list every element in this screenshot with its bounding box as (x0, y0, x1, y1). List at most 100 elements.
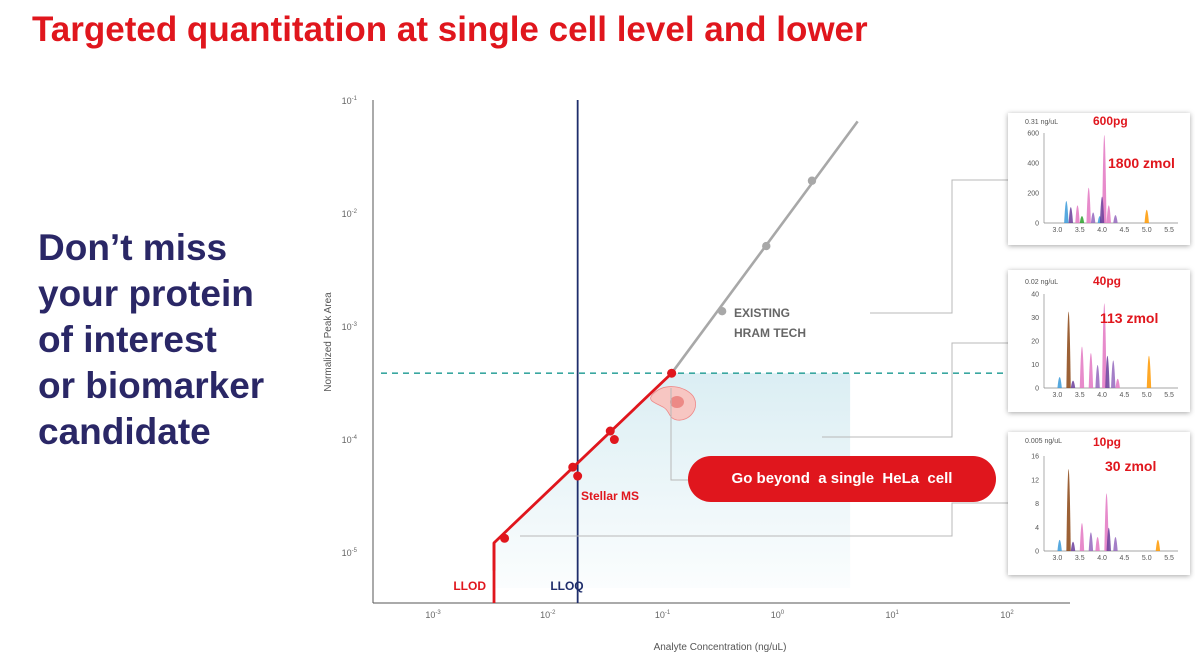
inset-peak (1106, 205, 1111, 223)
inset-amount: 1800 zmol (1108, 155, 1175, 171)
inset-mass: 40pg (1093, 274, 1122, 288)
inset-peak (1070, 541, 1076, 551)
inset-y-tick: 8 (1035, 501, 1039, 508)
inset-y-tick: 16 (1031, 454, 1039, 461)
x-tick-label: 102 (1000, 610, 1014, 620)
inset-x-tick: 3.5 (1075, 227, 1085, 234)
stellar-ms-label: Stellar MS (581, 489, 639, 503)
inset-y-tick: 20 (1031, 339, 1039, 346)
inset-y-tick: 30 (1031, 315, 1039, 322)
hram-tech-point (807, 176, 817, 185)
shaded-region (494, 373, 851, 588)
inset-peak (1090, 212, 1096, 223)
inset-x-tick: 4.5 (1120, 555, 1130, 562)
tagline: Don’t miss your protein of interest or b… (38, 225, 338, 455)
y-tick-label: 10-3 (342, 322, 358, 332)
inset-peak (1105, 355, 1110, 388)
inset-peak (1079, 215, 1085, 223)
x-tick-label: 10-2 (540, 610, 556, 620)
stellar-ms-point (609, 435, 619, 445)
inset-x-tick: 4.0 (1097, 227, 1107, 234)
page-title: Targeted quantitation at single cell lev… (32, 10, 868, 49)
chromatogram-plot: 16 12 8 4 0 3.0 3.5 4.0 4.5 5.0 5.5 (1031, 454, 1178, 562)
inset-x-tick: 4.0 (1097, 392, 1107, 399)
inset-peak (1079, 523, 1085, 551)
inset-peak (1066, 469, 1071, 551)
inset-x-tick: 5.5 (1164, 555, 1174, 562)
inset-peak (1102, 135, 1107, 223)
chromatogram-plot: 40 30 20 10 0 3.0 3.5 4.0 4.5 5.0 5.5 (1031, 292, 1178, 399)
y-tick-label: 10-2 (342, 209, 358, 219)
inset-peak (1057, 376, 1062, 388)
chromatogram-plot: 600 400 200 0 3.0 3.5 4.0 4.5 5.0 5.5 (1027, 131, 1178, 234)
hram-tech-label: HRAM TECH (734, 326, 806, 340)
inset-x-tick: 3.5 (1075, 392, 1085, 399)
hram-tech-point (717, 306, 727, 316)
stellar-ms-point (568, 462, 578, 472)
inset-connector (870, 179, 1008, 314)
stellar-ms-point (605, 426, 615, 436)
inset-peak (1064, 201, 1069, 223)
x-axis-title: Analyte Concentration (ng/uL) (654, 642, 787, 653)
tagline-line: of interest (38, 319, 217, 360)
llod-label: LLOD (453, 579, 486, 593)
inset-y-tick: 12 (1031, 477, 1039, 484)
inset-concentration: 0.005 ng/uL (1025, 438, 1062, 445)
inset-peak (1057, 539, 1062, 551)
x-tick-label: 100 (771, 610, 785, 620)
inset-mass: 10pg (1093, 435, 1122, 449)
inset-peak (1070, 380, 1076, 388)
inset-peak (1088, 532, 1094, 551)
inset-peak (1113, 215, 1118, 223)
inset-y-tick: 4 (1035, 525, 1039, 532)
inset-concentration: 0.02 ng/uL (1025, 279, 1059, 286)
x-tick-label: 10-3 (425, 610, 441, 620)
chromatogram-inset: 16 12 8 4 0 3.0 3.5 4.0 4.5 5.0 5.5 0.005 ng/uL 10… (1008, 432, 1190, 575)
inset-x-tick: 4.0 (1097, 555, 1107, 562)
hram-tech-label: EXISTING (734, 306, 790, 320)
hram-tech-point (762, 241, 771, 251)
inset-peak (1155, 539, 1161, 551)
inset-peak (1095, 365, 1100, 388)
stellar-ms-point (573, 471, 583, 481)
inset-y-tick: 600 (1027, 131, 1039, 138)
x-tick-label: 10-1 (655, 610, 671, 620)
stellar-ms-point (500, 533, 510, 543)
tagline-line: Don’t miss (38, 227, 228, 268)
inset-connector (520, 502, 1008, 537)
inset-x-tick: 4.5 (1120, 227, 1130, 234)
inset-x-tick: 5.0 (1142, 227, 1152, 234)
inset-peak (1066, 311, 1071, 388)
y-tick-label: 10-4 (342, 435, 358, 445)
inset-x-tick: 3.0 (1053, 392, 1063, 399)
inset-x-tick: 5.0 (1142, 555, 1152, 562)
tagline-line: or biomarker (38, 365, 265, 406)
inset-x-tick: 5.5 (1164, 227, 1174, 234)
x-tick-label: 101 (886, 610, 900, 620)
inset-x-tick: 3.0 (1053, 227, 1063, 234)
tagline-line: candidate (38, 411, 211, 452)
stellar-ms-point (667, 368, 677, 378)
inset-x-tick: 4.5 (1120, 392, 1130, 399)
inset-x-tick: 3.0 (1053, 555, 1063, 562)
inset-peak (1099, 196, 1105, 223)
chromatogram-inset: 600 400 200 0 3.0 3.5 4.0 4.5 5.0 5.5 0.31 ng/uL … (1008, 113, 1190, 245)
inset-peak (1088, 353, 1094, 388)
callout-connector (670, 388, 688, 481)
inset-peak (1106, 527, 1111, 551)
inset-y-tick: 0 (1035, 386, 1039, 393)
y-tick-label: 10-5 (342, 548, 358, 558)
inset-peak (1068, 207, 1073, 223)
inset-y-tick: 0 (1035, 221, 1039, 228)
inset-y-tick: 200 (1027, 191, 1039, 198)
inset-peak (1086, 187, 1091, 223)
inset-mass: 600pg (1093, 114, 1128, 128)
inset-y-tick: 400 (1027, 161, 1039, 168)
inset-amount: 113 zmol (1100, 310, 1159, 326)
lloq-label: LLOQ (550, 579, 583, 593)
inset-y-tick: 40 (1031, 292, 1039, 299)
y-tick-label: 10-1 (342, 96, 358, 106)
inset-peak (1102, 303, 1107, 388)
inset-peak (1115, 378, 1120, 388)
